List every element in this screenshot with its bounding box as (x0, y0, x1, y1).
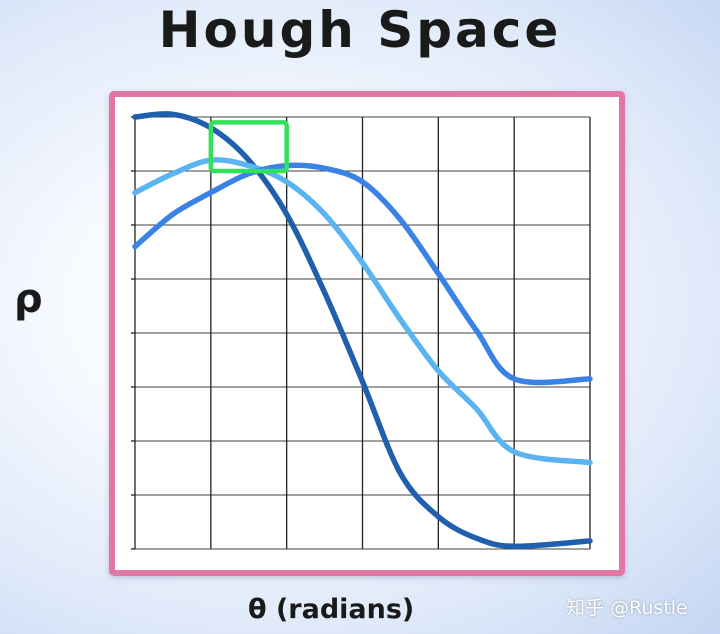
watermark: 知乎 @Rustle (566, 597, 688, 619)
chart-frame (109, 91, 625, 576)
curve-medium-blue (132, 162, 593, 386)
x-axis-label: θ (radians) (248, 594, 415, 625)
y-axis-label: ρ (14, 276, 43, 322)
page-title: Hough Space (158, 1, 562, 59)
hough-plot (131, 111, 593, 550)
intersection-highlight-box (208, 120, 289, 174)
